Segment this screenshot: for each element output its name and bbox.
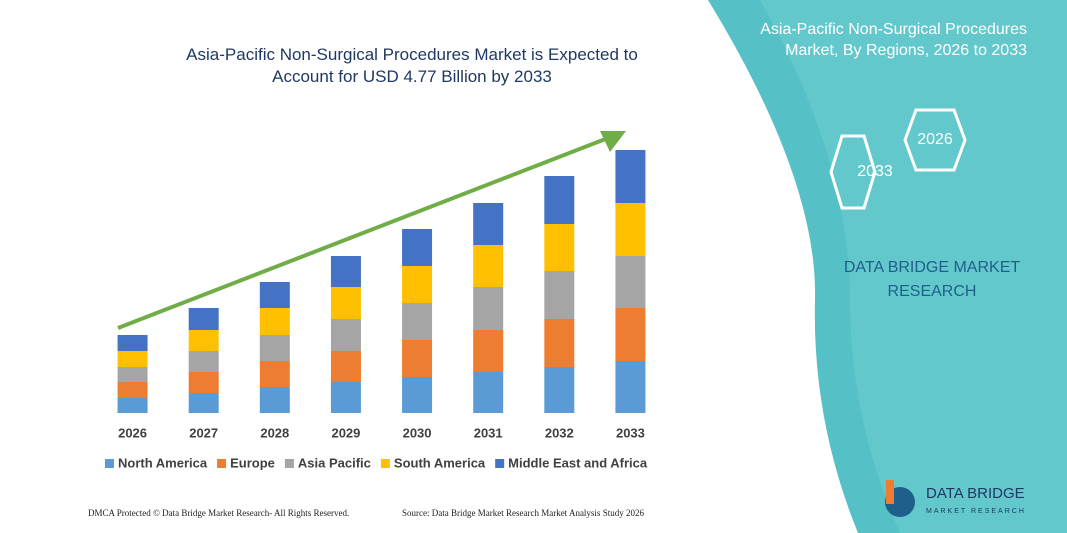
bar-segment	[402, 303, 433, 340]
bar-segment	[473, 245, 504, 287]
footer-left: DMCA Protected © Data Bridge Market Rese…	[88, 508, 349, 518]
bar-segment	[188, 393, 219, 413]
legend-swatch	[217, 459, 227, 468]
x-tick-label: 2033	[616, 425, 645, 440]
bar-segment	[188, 351, 219, 372]
logo-sub: MARKET RESEARCH	[926, 508, 1026, 515]
legend-label: Asia Pacific	[298, 455, 371, 470]
bar-segment	[615, 308, 646, 361]
bar-segment	[402, 266, 433, 303]
brand-text: DATA BRIDGE MARKET RESEARCH	[844, 259, 1021, 300]
bar-segment	[117, 351, 148, 367]
bar-segment	[117, 398, 148, 413]
footer-right: Source: Data Bridge Market Research Mark…	[402, 508, 644, 518]
x-tick-label: 2027	[189, 425, 218, 440]
bar-segment	[544, 271, 575, 319]
bar-segment	[259, 387, 290, 413]
x-tick-label: 2031	[474, 425, 503, 440]
chart-title: Asia-Pacific Non-Surgical Procedures Mar…	[186, 45, 638, 86]
bar-segment	[188, 308, 219, 330]
legend-label: Europe	[230, 455, 275, 470]
bar-segment	[330, 256, 361, 287]
bar-segment	[117, 335, 148, 351]
bar-segment	[544, 176, 575, 224]
trend-arrow	[117, 136, 609, 330]
panel-shade	[760, 0, 1067, 533]
bar-segment	[259, 361, 290, 387]
bar-segment	[330, 287, 361, 319]
panel-title: Asia-Pacific Non-Surgical Procedures Mark…	[760, 21, 1027, 59]
bar-segment	[473, 203, 504, 245]
legend-swatch	[380, 459, 390, 468]
logo-name: DATA BRIDGE	[926, 485, 1025, 502]
bar-segment	[402, 340, 433, 377]
bar-segment	[615, 203, 646, 256]
hex-label: 2026	[917, 131, 953, 148]
bar-segment	[259, 308, 290, 335]
bar-segment	[117, 382, 148, 398]
bar-segment	[330, 351, 361, 382]
hexagon	[829, 134, 877, 210]
bar-segment	[615, 256, 646, 308]
bar-segment	[188, 330, 219, 351]
bar-segment	[473, 372, 504, 413]
legend-label: South America	[394, 455, 486, 470]
legend-swatch	[495, 459, 505, 468]
legend-label: North America	[118, 455, 208, 470]
x-tick-label: 2032	[545, 425, 574, 440]
bar-segment	[188, 372, 219, 393]
hex-label: 2033	[857, 163, 893, 180]
bar-segment	[402, 229, 433, 266]
bar-segment	[259, 282, 290, 308]
bar-segment	[544, 367, 575, 413]
bar-segment	[259, 335, 290, 361]
bar-segment	[402, 377, 433, 413]
bar-segment	[544, 319, 575, 367]
legend-label: Middle East and Africa	[508, 455, 648, 470]
bar-segment	[473, 330, 504, 372]
bar-segment	[117, 367, 148, 382]
bar-segment	[544, 224, 575, 271]
x-tick-label: 2029	[331, 425, 360, 440]
bar-segment	[330, 382, 361, 413]
bar-segment	[615, 361, 646, 413]
arrow-head	[600, 131, 626, 152]
bar-segment	[330, 319, 361, 351]
bar-segment	[473, 287, 504, 330]
legend-swatch	[105, 459, 114, 468]
legend-swatch	[284, 459, 294, 468]
logo-mark	[886, 480, 894, 504]
x-tick-label: 2026	[118, 425, 147, 440]
x-tick-label: 2030	[403, 425, 432, 440]
x-tick-label: 2028	[260, 425, 289, 440]
bar-segment	[615, 150, 646, 203]
hexagon	[903, 108, 967, 172]
